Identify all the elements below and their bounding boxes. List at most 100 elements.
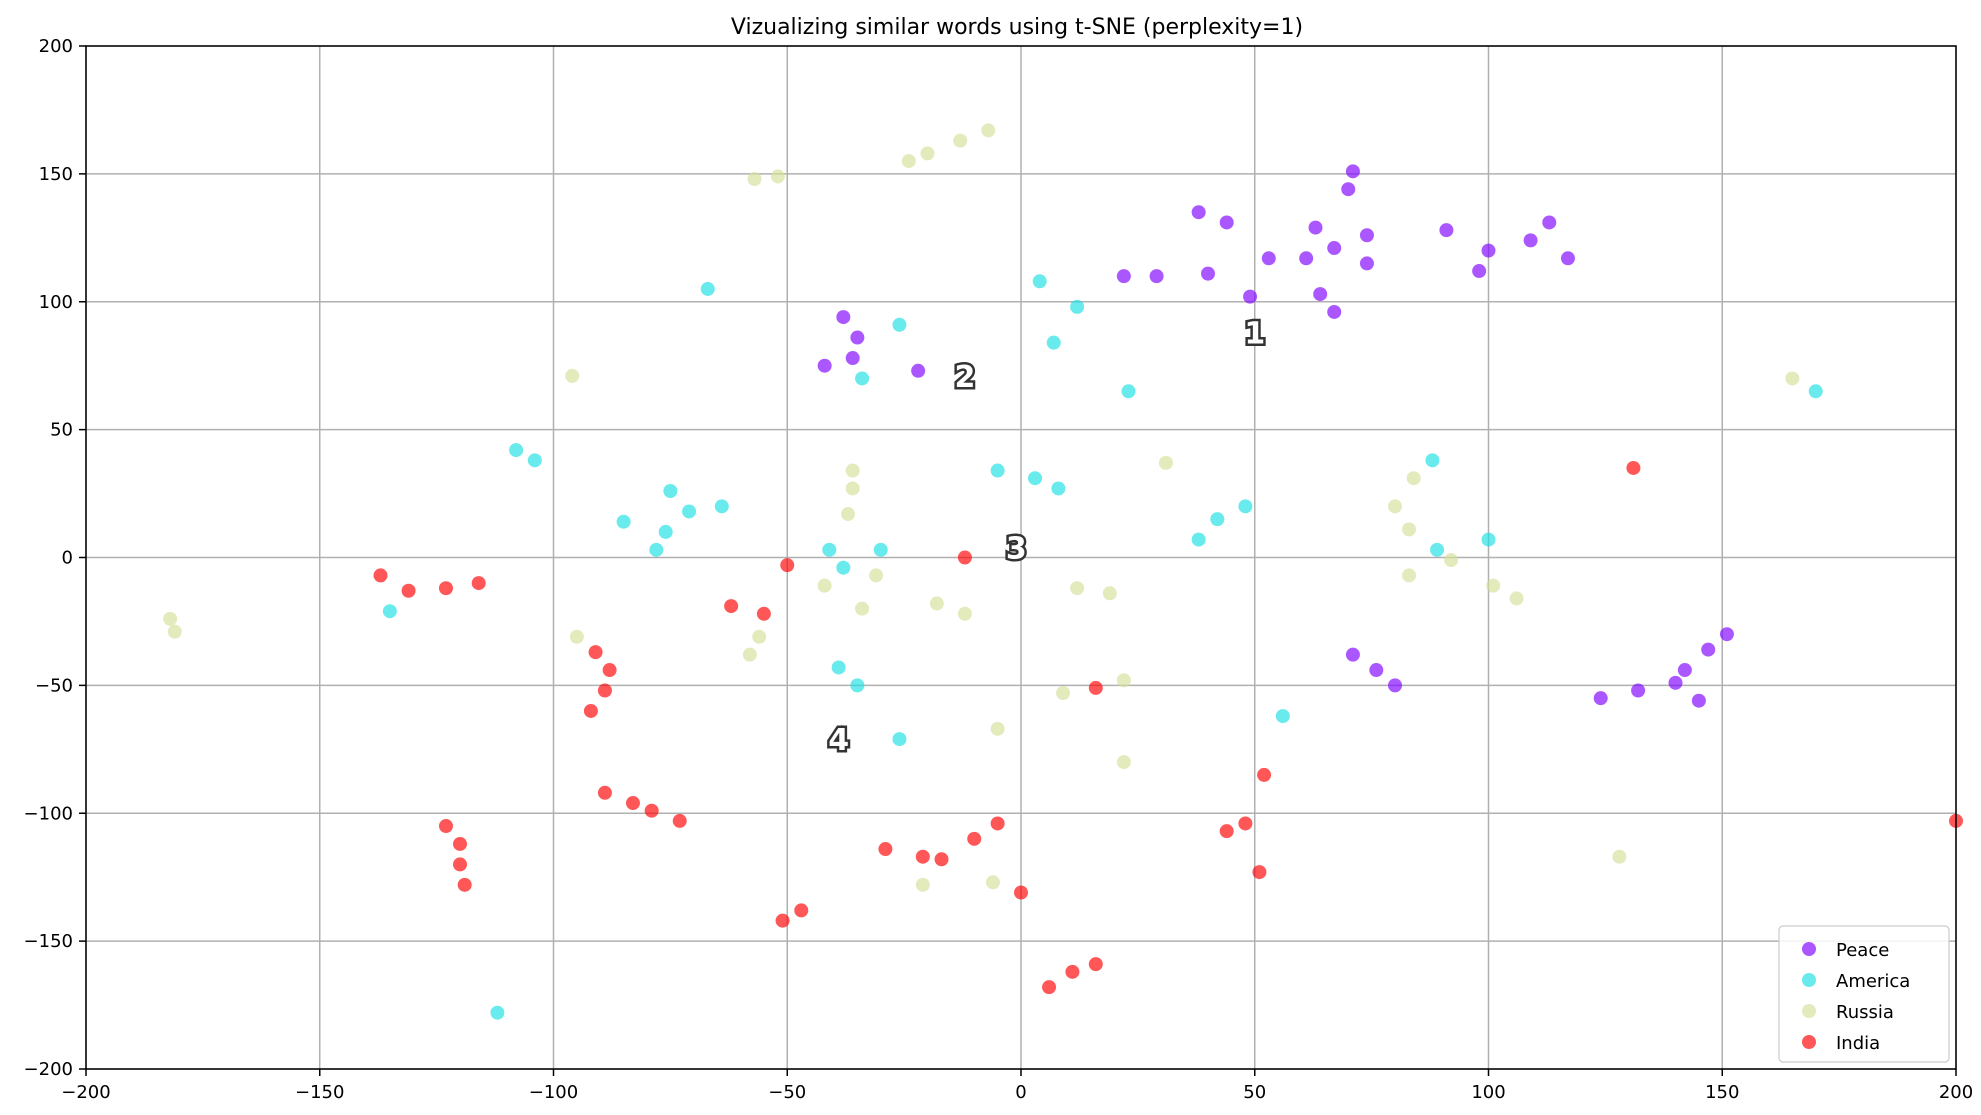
data-point-russia: [1612, 849, 1627, 864]
data-point-peace: [1560, 251, 1575, 266]
data-point-india: [1088, 957, 1103, 972]
scatter-points: [163, 123, 1963, 1020]
data-point-india: [438, 581, 453, 596]
data-point-peace: [1191, 205, 1206, 220]
data-point-india: [990, 816, 1005, 831]
data-point-america: [1430, 542, 1445, 557]
data-point-india: [625, 796, 640, 811]
data-point-india: [597, 683, 612, 698]
data-point-russia: [845, 463, 860, 478]
data-point-india: [1252, 865, 1267, 880]
data-point-peace: [1523, 233, 1538, 248]
data-point-india: [1626, 460, 1641, 475]
data-point-russia: [569, 629, 584, 644]
data-point-america: [836, 560, 851, 575]
data-point-peace: [1472, 264, 1487, 279]
data-point-russia: [1102, 586, 1117, 601]
data-point-peace: [1201, 266, 1215, 281]
data-point-russia: [920, 146, 935, 161]
data-point-america: [714, 499, 729, 514]
data-point-america: [892, 732, 907, 747]
legend: Peace America Russia India: [1778, 925, 1950, 1063]
data-point-russia: [565, 368, 580, 383]
data-point-russia: [163, 611, 178, 626]
x-tick-label: −200: [61, 1082, 110, 1103]
data-point-russia: [901, 154, 916, 169]
data-point-peace: [1691, 693, 1706, 708]
data-point-america: [822, 542, 837, 557]
data-point-america: [1238, 499, 1253, 514]
data-point-america: [649, 542, 664, 557]
data-point-india: [471, 576, 486, 591]
series-india: [373, 460, 1963, 995]
y-tick-label: 100: [39, 292, 73, 313]
data-point-peace: [1341, 182, 1356, 197]
data-point-india: [756, 606, 771, 621]
data-point-america: [682, 504, 697, 519]
legend-marker-america: [1802, 973, 1816, 987]
legend-label-america: America: [1836, 971, 1910, 992]
y-tick-label: 50: [50, 420, 73, 441]
legend-marker-russia: [1802, 1004, 1816, 1018]
data-point-america: [1121, 384, 1136, 399]
data-point-russia: [929, 596, 944, 611]
data-point-russia: [1116, 755, 1131, 770]
data-point-peace: [1313, 287, 1328, 302]
cluster-annotations: 1 2 3 4: [826, 314, 1268, 761]
data-point-peace: [911, 363, 926, 378]
data-point-america: [509, 443, 524, 458]
data-point-russia: [985, 875, 1000, 890]
legend-marker-peace: [1802, 942, 1816, 956]
data-point-india: [1238, 816, 1253, 831]
data-point-russia: [953, 133, 968, 148]
data-point-india: [1042, 980, 1057, 995]
data-point-america: [873, 542, 888, 557]
legend-marker-india: [1802, 1035, 1816, 1049]
data-point-india: [775, 913, 790, 928]
data-point-america: [1191, 532, 1206, 547]
cluster-label-1: 1: [1244, 316, 1265, 351]
y-tick-label: 150: [39, 164, 73, 185]
data-point-america: [382, 604, 397, 619]
data-point-peace: [1327, 304, 1342, 319]
data-point-peace: [1631, 683, 1646, 698]
data-point-russia: [1785, 371, 1800, 386]
data-point-russia: [1388, 499, 1402, 514]
y-tick-label: −50: [35, 675, 73, 696]
data-point-america: [616, 514, 631, 529]
data-point-peace: [817, 358, 832, 373]
data-point-russia: [1158, 455, 1173, 470]
data-point-america: [990, 463, 1005, 478]
data-point-peace: [1701, 642, 1716, 657]
x-tick-label: −150: [295, 1082, 344, 1103]
cluster-label-2: 2: [954, 360, 975, 395]
data-point-america: [855, 371, 870, 386]
data-point-india: [1014, 885, 1028, 900]
data-point-peace: [1677, 663, 1692, 678]
data-point-peace: [836, 310, 851, 325]
data-point-peace: [1327, 241, 1342, 256]
data-point-peace: [1719, 627, 1734, 642]
data-point-peace: [1149, 269, 1164, 284]
data-point-peace: [1345, 164, 1360, 179]
y-tick-label: 200: [39, 36, 73, 57]
data-point-peace: [1243, 289, 1258, 304]
data-point-peace: [1668, 675, 1683, 690]
data-point-america: [1051, 481, 1066, 496]
data-point-russia: [752, 629, 767, 644]
data-point-india: [1219, 824, 1234, 839]
chart-title: Vizualizing similar words using t-SNE (p…: [731, 15, 1303, 40]
data-point-america: [1481, 532, 1496, 547]
x-tick-label: 0: [1015, 1082, 1026, 1103]
data-point-russia: [747, 171, 762, 186]
data-point-india: [1257, 767, 1272, 782]
data-point-america: [1046, 335, 1061, 350]
data-point-peace: [1481, 243, 1496, 258]
data-point-america: [700, 281, 715, 296]
data-point-america: [1032, 274, 1047, 289]
data-point-america: [1808, 384, 1823, 399]
data-point-russia: [841, 507, 856, 522]
data-point-india: [1088, 680, 1103, 695]
data-point-india: [602, 663, 617, 678]
